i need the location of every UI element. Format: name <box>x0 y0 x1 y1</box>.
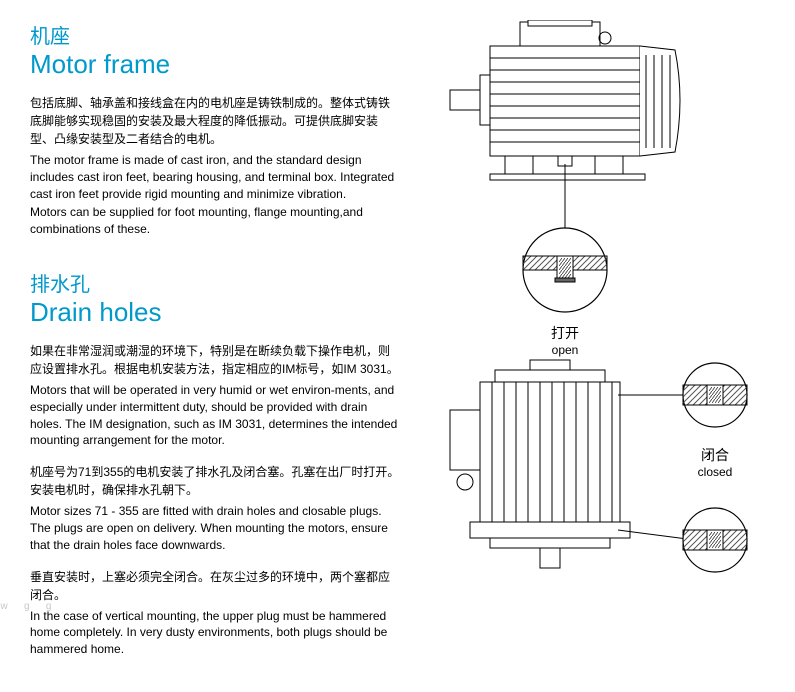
body-en-2a: Motors that will be operated in very hum… <box>30 382 400 449</box>
label-closed-cn: 闭合 <box>701 447 729 463</box>
technical-drawings: 打开 open <box>430 20 760 580</box>
heading-en-motor-frame: Motor frame <box>30 49 400 80</box>
section-drain-holes: 排水孔 Drain holes 如果在非常湿润或潮湿的环境下，特别是在断续负载下… <box>30 268 400 658</box>
label-closed-en: closed <box>698 465 733 479</box>
body-cn-1: 包括底脚、轴承盖和接线盒在内的电机座是铸铁制成的。整体式铸铁底脚能够实现稳固的安… <box>30 94 400 148</box>
body-cn-2a: 如果在非常湿润或潮湿的环境下，特别是在断续负载下操作电机，则应设置排水孔。根据电… <box>30 342 400 378</box>
label-open-cn: 打开 <box>551 325 579 341</box>
body-en-1a: The motor frame is made of cast iron, an… <box>30 152 400 202</box>
watermark: www g g <box>0 601 53 612</box>
callout-open <box>523 228 607 312</box>
heading-en-drain-holes: Drain holes <box>30 297 400 328</box>
body-en-1b: Motors can be supplied for foot mounting… <box>30 204 400 238</box>
motor-bottom-drawing <box>450 360 695 568</box>
section-motor-frame: 机座 Motor frame 包括底脚、轴承盖和接线盒在内的电机座是铸铁制成的。… <box>30 20 400 238</box>
callout-closed-bottom <box>683 508 747 572</box>
label-open: 打开 open <box>551 325 579 357</box>
callout-closed-top <box>683 363 747 427</box>
label-open-en: open <box>552 343 579 357</box>
label-closed: 闭合 closed <box>698 447 733 479</box>
heading-cn-motor-frame: 机座 <box>30 20 400 49</box>
figure-column: 打开 open <box>430 20 765 672</box>
text-column: 机座 Motor frame 包括底脚、轴承盖和接线盒在内的电机座是铸铁制成的。… <box>30 20 400 672</box>
body-en-2b: Motor sizes 71 - 355 are fitted with dra… <box>30 503 400 553</box>
body-cn-2c: 垂直安装时，上塞必须完全闭合。在灰尘过多的环境中，两个塞都应闭合。 <box>30 568 400 604</box>
body-en-2c: In the case of vertical mounting, the up… <box>30 608 400 658</box>
heading-cn-drain-holes: 排水孔 <box>30 268 400 297</box>
motor-top-drawing <box>450 20 680 250</box>
body-cn-2b: 机座号为71到355的电机安装了排水孔及闭合塞。孔塞在出厂时打开。安装电机时，确… <box>30 463 400 499</box>
